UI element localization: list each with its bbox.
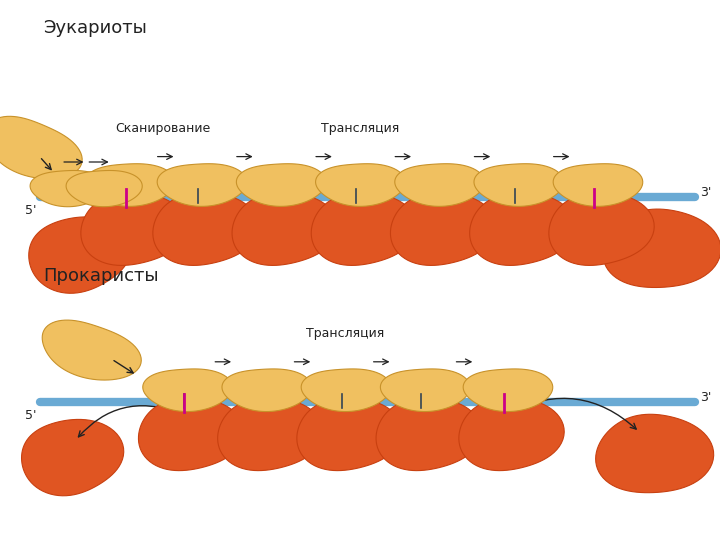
Polygon shape xyxy=(22,420,124,496)
Text: Сканирование: Сканирование xyxy=(115,122,210,135)
Polygon shape xyxy=(474,164,564,206)
Polygon shape xyxy=(66,171,143,207)
Polygon shape xyxy=(603,209,720,287)
Text: Стоп: Стоп xyxy=(488,437,520,450)
Polygon shape xyxy=(463,369,553,411)
Polygon shape xyxy=(0,116,82,179)
Text: Трансляция: Трансляция xyxy=(321,122,399,135)
Text: 5': 5' xyxy=(24,204,36,217)
Text: 5': 5' xyxy=(24,409,36,422)
Text: Стоп: Стоп xyxy=(578,232,610,245)
Polygon shape xyxy=(595,414,714,492)
Polygon shape xyxy=(153,193,258,266)
Text: Трансляция: Трансляция xyxy=(307,327,384,340)
Polygon shape xyxy=(376,398,482,471)
Polygon shape xyxy=(157,164,247,206)
Text: Старт: Старт xyxy=(107,232,145,245)
Polygon shape xyxy=(138,398,244,471)
Polygon shape xyxy=(311,193,417,266)
Polygon shape xyxy=(85,164,175,206)
Polygon shape xyxy=(42,320,141,380)
Polygon shape xyxy=(380,369,470,411)
Polygon shape xyxy=(217,398,323,471)
Polygon shape xyxy=(395,164,485,206)
Polygon shape xyxy=(469,193,575,266)
Text: Эукариоты: Эукариоты xyxy=(43,19,147,37)
Polygon shape xyxy=(390,193,496,266)
Polygon shape xyxy=(236,164,326,206)
Text: Прокаристы: Прокаристы xyxy=(43,267,159,285)
Text: Старт: Старт xyxy=(164,437,203,450)
Polygon shape xyxy=(315,164,405,206)
Polygon shape xyxy=(549,193,654,266)
Text: 3': 3' xyxy=(701,186,712,199)
Polygon shape xyxy=(30,171,107,207)
Polygon shape xyxy=(143,369,233,411)
Polygon shape xyxy=(222,369,312,411)
Polygon shape xyxy=(29,217,131,293)
Polygon shape xyxy=(297,398,402,471)
Polygon shape xyxy=(553,164,643,206)
Polygon shape xyxy=(81,193,186,266)
Text: 3': 3' xyxy=(701,392,712,404)
Polygon shape xyxy=(301,369,391,411)
Polygon shape xyxy=(232,193,338,266)
Polygon shape xyxy=(459,398,564,471)
